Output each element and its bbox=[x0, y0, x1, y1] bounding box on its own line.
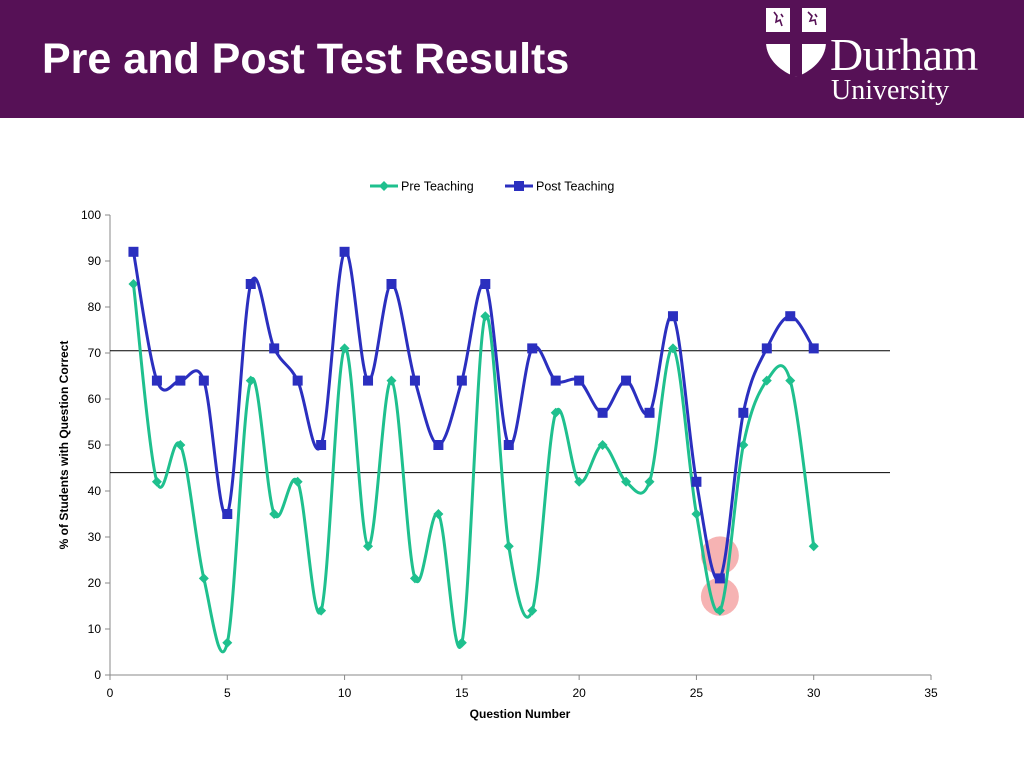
pre-teaching-point bbox=[597, 440, 608, 450]
post-teaching-point bbox=[316, 440, 327, 450]
legend-pre-teaching-label: Pre Teaching bbox=[401, 180, 474, 194]
pre-teaching-point bbox=[386, 375, 397, 386]
pre-teaching-point bbox=[527, 605, 538, 616]
logo-wordmark-durham: Durham bbox=[830, 29, 978, 80]
y-tick-label: 20 bbox=[88, 576, 102, 590]
pre-teaching-point bbox=[198, 573, 209, 584]
pre-teaching-point bbox=[433, 509, 444, 519]
post-teaching-point bbox=[175, 375, 186, 386]
post-teaching-point bbox=[409, 375, 420, 386]
post-teaching-point bbox=[222, 509, 233, 519]
results-line-chart: 0 10 20 30 40 50 60 70 80 90 100 0 5 10 15 20 25 30 35 Ques… bbox=[57, 180, 938, 722]
pre-teaching-point bbox=[621, 476, 632, 487]
legend-post-teaching-label: Post Teaching bbox=[536, 180, 614, 194]
pre-teaching-point bbox=[738, 440, 749, 450]
pre-teaching-point bbox=[456, 637, 467, 648]
pre-teaching-point bbox=[667, 343, 678, 354]
pre-teaching-point bbox=[550, 407, 561, 418]
y-tick-label: 50 bbox=[88, 438, 102, 452]
y-tick-label: 30 bbox=[88, 530, 102, 544]
post-teaching-point bbox=[245, 279, 256, 289]
pre-teaching-point bbox=[691, 509, 702, 519]
post-teaching-point bbox=[433, 440, 444, 450]
x-tick-label: 20 bbox=[572, 686, 586, 700]
pre-teaching-point bbox=[409, 573, 420, 584]
university-crest-icon bbox=[766, 8, 826, 77]
post-teaching-point bbox=[386, 279, 397, 289]
pre-teaching-point bbox=[503, 541, 514, 552]
post-teaching-point bbox=[151, 375, 162, 386]
slide-header: Pre and Post Test Results Durham Univers… bbox=[0, 0, 1024, 118]
post-teaching-point bbox=[550, 375, 561, 386]
post-teaching-point bbox=[691, 476, 702, 487]
post-teaching-point bbox=[738, 407, 749, 418]
post-teaching-point bbox=[269, 343, 280, 354]
post-teaching-point bbox=[621, 375, 632, 386]
post-teaching-point bbox=[597, 407, 608, 418]
durham-university-logo: Durham University bbox=[764, 6, 1004, 110]
x-tick-label: 0 bbox=[107, 686, 114, 700]
y-tick-label: 90 bbox=[88, 254, 102, 268]
post-teaching-point bbox=[785, 311, 796, 322]
pre-teaching-point bbox=[245, 375, 256, 386]
pre-teaching-point bbox=[644, 476, 655, 487]
post-teaching-point bbox=[503, 440, 514, 450]
pre-teaching-point bbox=[785, 375, 796, 386]
pre-teaching-point bbox=[761, 375, 772, 386]
pre-teaching-point bbox=[808, 541, 819, 552]
y-tick-label: 0 bbox=[94, 668, 101, 682]
y-tick-label: 70 bbox=[88, 346, 102, 360]
x-tick-label: 10 bbox=[338, 686, 352, 700]
post-teaching-point bbox=[363, 375, 374, 386]
post-teaching-point bbox=[644, 407, 655, 418]
x-tick-label: 15 bbox=[455, 686, 469, 700]
pre-teaching-point bbox=[714, 605, 725, 616]
post-teaching-point bbox=[198, 375, 209, 386]
y-tick-label: 100 bbox=[81, 208, 101, 222]
post-teaching-point bbox=[480, 279, 491, 289]
post-teaching-point bbox=[527, 343, 538, 354]
post-teaching-point bbox=[456, 375, 467, 386]
legend-pre-teaching-marker bbox=[379, 181, 389, 191]
y-tick-label: 10 bbox=[88, 622, 102, 636]
post-teaching-point bbox=[761, 343, 772, 354]
x-tick-label: 5 bbox=[224, 686, 231, 700]
post-teaching-point bbox=[574, 375, 585, 386]
x-tick-label: 30 bbox=[807, 686, 821, 700]
x-tick-label: 35 bbox=[924, 686, 938, 700]
pre-teaching-point bbox=[128, 279, 139, 289]
y-tick-label: 80 bbox=[88, 300, 102, 314]
pre-teaching-line bbox=[131, 283, 816, 654]
pre-teaching-point bbox=[363, 541, 374, 552]
y-axis-title: % of Students with Question Correct bbox=[57, 341, 71, 550]
post-teaching-point bbox=[292, 375, 303, 386]
post-teaching-point bbox=[128, 246, 139, 257]
post-teaching-point bbox=[667, 311, 678, 322]
legend-post-teaching-marker bbox=[514, 181, 524, 191]
x-axis-title: Question Number bbox=[470, 707, 571, 721]
pre-teaching-point bbox=[269, 509, 280, 519]
pre-teaching-point bbox=[292, 476, 303, 487]
pre-teaching-point bbox=[151, 476, 162, 487]
post-teaching-point bbox=[339, 246, 350, 257]
post-teaching-point bbox=[714, 573, 725, 584]
post-teaching-line bbox=[131, 250, 815, 582]
slide-title: Pre and Post Test Results bbox=[42, 35, 570, 83]
pre-teaching-point bbox=[339, 343, 350, 354]
pre-teaching-point bbox=[316, 605, 327, 616]
x-tick-label: 25 bbox=[690, 686, 704, 700]
pre-teaching-point bbox=[480, 311, 491, 322]
y-tick-label: 40 bbox=[88, 484, 102, 498]
pre-teaching-point bbox=[574, 476, 585, 487]
pre-teaching-point bbox=[175, 440, 186, 450]
y-tick-label: 60 bbox=[88, 392, 102, 406]
pre-teaching-point bbox=[222, 637, 233, 648]
post-teaching-point bbox=[808, 343, 819, 354]
logo-wordmark-university: University bbox=[831, 75, 950, 106]
